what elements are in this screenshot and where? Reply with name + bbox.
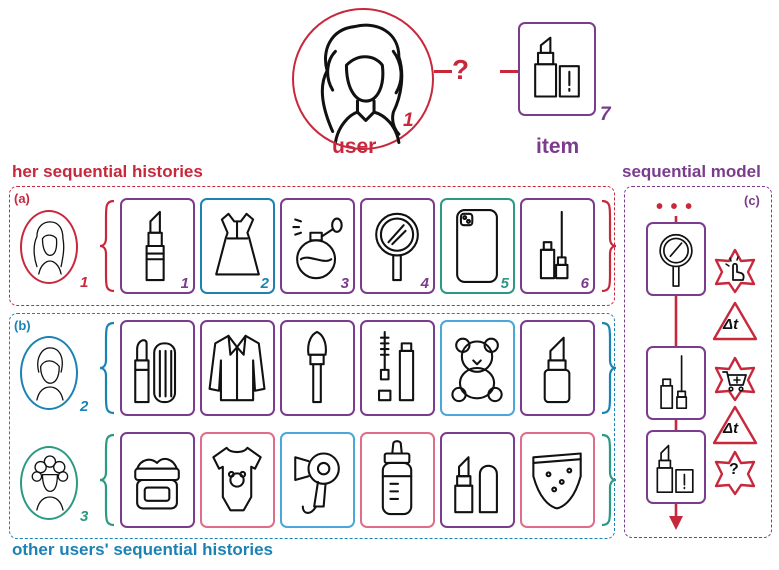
cart-star-icon — [714, 356, 756, 402]
baby-bottle-icon — [381, 440, 413, 516]
sequential-model-box — [624, 186, 772, 538]
row-b-item-1 — [120, 320, 195, 416]
hand-mirror-icon — [659, 233, 693, 287]
user-1-number: 1 — [80, 274, 89, 291]
sequential-model-title: sequential model — [622, 162, 761, 181]
user-1-avatar — [20, 210, 78, 284]
model-item-lipstick — [646, 430, 706, 504]
row-a-item-5: 5 — [440, 198, 515, 294]
cosmetic-bottle-icon — [543, 336, 571, 404]
row-a-item-4: 4 — [360, 198, 435, 294]
row-a-item-3: 3 — [280, 198, 355, 294]
lipstick-set-icon — [134, 339, 177, 404]
user-3-avatar — [20, 446, 78, 520]
model-item-mascara — [646, 346, 706, 420]
target-item-card — [518, 22, 596, 116]
makeup-brush-icon — [307, 330, 327, 404]
row-a-item-4-number: 4 — [420, 275, 429, 292]
woman-short-hair-icon — [36, 347, 64, 401]
row-b-right-brace — [601, 321, 617, 415]
other-histories-box — [9, 313, 615, 539]
row-c-item-4 — [360, 432, 435, 528]
row-c-item-5 — [440, 432, 515, 528]
dress-icon — [215, 212, 260, 276]
row-b-item-4 — [360, 320, 435, 416]
hair-dryer-icon — [294, 452, 340, 514]
woman-avatar-icon — [33, 221, 65, 275]
row-b-left-brace — [99, 321, 115, 415]
model-question-mark: ? — [729, 461, 739, 478]
row-c-item-6 — [520, 432, 595, 528]
row-a-item-1-number: 1 — [180, 275, 189, 292]
target-user-avatar — [292, 8, 434, 150]
target-item-number: 7 — [600, 104, 611, 125]
user-3-number: 3 — [80, 508, 89, 525]
delta-t-triangle-icon-2 — [712, 405, 758, 445]
target-user-number: 1 — [403, 110, 414, 131]
delta-t-label-1: Δt — [723, 316, 739, 333]
tag-a: (a) — [14, 191, 30, 206]
row-a-item-3-number: 3 — [340, 275, 349, 292]
tag-c: (c) — [744, 193, 760, 208]
row-c-item-3 — [280, 432, 355, 528]
tag-b: (b) — [14, 318, 31, 333]
row-b-item-5 — [440, 320, 515, 416]
delta-t-label-2: Δt — [723, 420, 739, 437]
woman-long-hair-icon — [320, 23, 404, 144]
baby-bodysuit-icon — [212, 446, 262, 512]
mascara-icon — [377, 330, 415, 402]
her-histories-title: her sequential histories — [12, 162, 203, 181]
hand-mirror-icon — [375, 212, 419, 282]
other-histories-title: other users' sequential histories — [12, 540, 274, 559]
diaper-icon — [532, 452, 582, 510]
model-ellipsis: • • • — [656, 196, 694, 218]
item-label: item — [536, 135, 580, 158]
row-c-item-2 — [200, 432, 275, 528]
row-c-right-brace — [601, 433, 617, 527]
phone-icon — [456, 208, 498, 284]
perfume-icon — [292, 217, 343, 280]
mascara-icon — [539, 210, 569, 280]
woman-curly-hair-icon — [31, 455, 69, 511]
row-a-item-1: 1 — [120, 198, 195, 294]
model-item-mirror — [646, 222, 706, 296]
lipstick-icon — [534, 36, 580, 98]
lipstick-icon — [454, 456, 498, 514]
row-a-right-brace — [601, 199, 617, 293]
click-star-icon — [714, 248, 756, 294]
mascara-icon — [660, 355, 688, 410]
row-a-item-2: 2 — [200, 198, 275, 294]
row-b-item-6 — [520, 320, 595, 416]
question-mark: ? — [452, 54, 470, 85]
row-a-item-6-number: 6 — [580, 275, 589, 292]
row-a-item-6: 6 — [520, 198, 595, 294]
row-a-item-5-number: 5 — [500, 275, 509, 292]
user-label: user — [332, 135, 377, 158]
row-b-item-2 — [200, 320, 275, 416]
row-a-left-brace — [99, 199, 115, 293]
teddy-bear-icon — [451, 337, 503, 403]
question-star-icon — [714, 450, 756, 496]
user-2-avatar — [20, 336, 78, 410]
jacket-icon — [208, 334, 266, 402]
lipstick-icon — [656, 444, 694, 494]
delta-t-triangle-icon — [712, 301, 758, 341]
row-c-item-1 — [120, 432, 195, 528]
row-b-item-3 — [280, 320, 355, 416]
row-c-left-brace — [99, 433, 115, 527]
lipstick-icon — [145, 210, 165, 282]
cream-jar-icon — [134, 457, 180, 510]
user-2-number: 2 — [80, 398, 89, 415]
user-item-connector — [434, 70, 518, 73]
row-a-item-2-number: 2 — [260, 275, 269, 292]
